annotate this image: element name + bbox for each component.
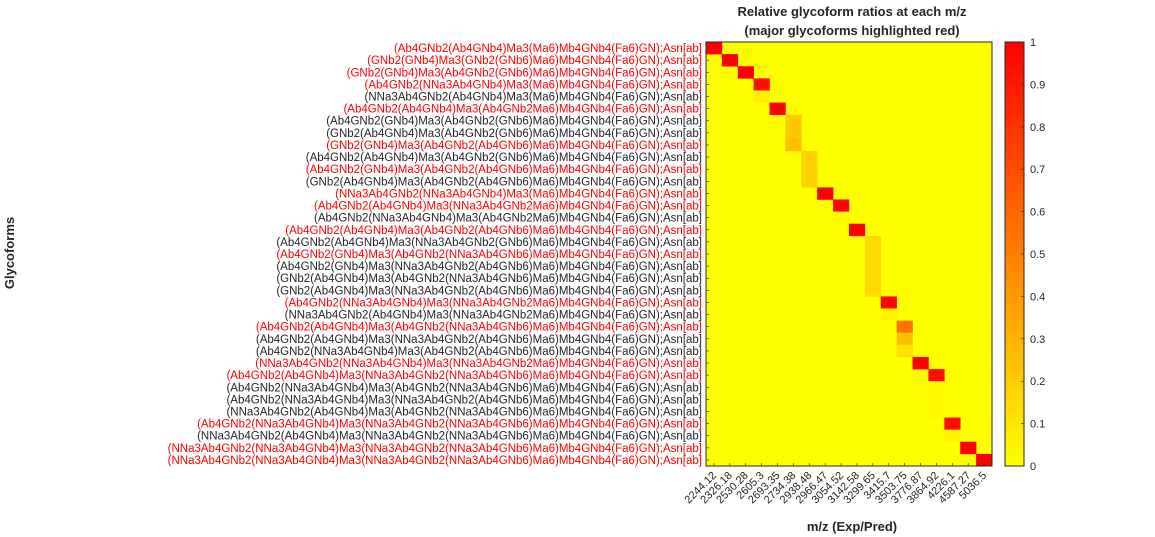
heatmap-cell <box>817 187 834 200</box>
heatmap-cell <box>801 151 818 164</box>
x-tick-labels: 2244.122326.182530.282605.32693.352734.3… <box>682 463 989 506</box>
y-tick-label: (NNa3Ab4GNb2(Ab4GNb4)Ma3(Ma6)Mb4GNb4(Fa6… <box>365 92 702 104</box>
y-tick-label: (NNa3Ab4GNb2(NNa3Ab4GNb4)Ma3(NNa3Ab4GNb2… <box>168 455 702 467</box>
y-tick-label: (Ab4GNb2(GNb4)Ma3(Ab4GNb2(NNa3Ab4GNb6)Ma… <box>276 249 702 261</box>
chart-title: Relative glycoform ratios at each m/z <box>737 4 967 19</box>
heatmap-cell <box>928 369 945 382</box>
heatmap-cell <box>896 344 913 358</box>
y-axis-title: Glycoforms <box>2 217 17 289</box>
colorbar-tick-label: 0.7 <box>1030 164 1045 176</box>
y-tick-label: (NNa3Ab4GNb2(NNa3Ab4GNb4)Ma3(NNa3Ab4GNb2… <box>255 358 702 370</box>
y-tick-label: (Ab4GNb2(Ab4GNb4)Ma3(Ab4GNb2Ma6)Mb4GNb4(… <box>343 104 702 116</box>
heatmap-cell <box>944 429 961 443</box>
heatmap-cell <box>880 296 897 309</box>
heatmap-cell <box>721 54 739 67</box>
heatmap-cell <box>785 126 802 140</box>
y-tick-label: (Ab4GNb2(Ab4GNb4)Ma3(Ma6)Mb4GNb4(Fa6)GN)… <box>394 43 702 55</box>
colorbar-tick-label: 0.8 <box>1030 122 1045 134</box>
heatmap-cell <box>928 405 945 418</box>
heatmap-cell <box>769 102 786 115</box>
y-tick-label: (Ab4GNb2(NNa3Ab4GNb4)Ma3(NNa3Ab4GNb2(Ab4… <box>226 394 702 406</box>
y-tick-label: (Ab4GNb2(Ab4GNb4)Ma3(Ab4GNb2(Ab4GNb6)Ma6… <box>285 225 702 237</box>
y-tick-label: (NNa3Ab4GNb2(NNa3Ab4GNb4)Ma3(Ma6)Mb4GNb4… <box>335 188 702 200</box>
heatmap-cell <box>785 114 802 128</box>
y-tick-label: (Ab4GNb2(Ab4GNb4)Ma3(NNa3Ab4GNb2Ma6)Mb4G… <box>314 201 702 213</box>
y-tick-label: (Ab4GNb2(GNb4)Ma3(Ab4GNb2(Ab4GNb6)Ma6)Mb… <box>306 164 702 176</box>
heatmap-cell <box>864 247 882 261</box>
y-tick-label: (Ab4GNb2(Ab4GNb4)Ma3(Ab4GNb2(GNb6)Ma6)Mb… <box>306 152 702 164</box>
plot-frame <box>705 41 993 467</box>
heatmap-cell <box>864 272 882 285</box>
heatmap-cell <box>880 308 897 321</box>
heatmap-background <box>706 42 992 466</box>
x-axis-title: m/z (Exp/Pred) <box>807 519 897 534</box>
heatmap-cell <box>833 199 850 212</box>
y-tick-label: (Ab4GNb2(NNa3Ab4GNb4)Ma3(Ab4GNb2Ma6)Mb4G… <box>314 213 702 225</box>
heatmap-cell <box>864 235 882 249</box>
colorbar-tick-label: 0.1 <box>1030 419 1045 431</box>
heatmap-cell <box>896 320 913 334</box>
colorbar-tick-label: 0.9 <box>1030 79 1045 91</box>
y-tick-label: (Ab4GNb2(GNb4)Ma3(NNa3Ab4GNb2(Ab4GNb6)Ma… <box>276 261 702 273</box>
heatmap-cell <box>976 453 993 467</box>
colorbar-tick-label: 0.5 <box>1030 249 1045 261</box>
heatmap-cell <box>944 417 961 430</box>
y-tick-label: (Ab4GNb2(GNb4)Ma3(Ab4GNb2(GNb6)Ma6)Mb4GN… <box>326 116 702 128</box>
y-tick-label: (GNb2(GNb4)Ma3(GNb2(GNb6)Ma6)Mb4GNb4(Fa6… <box>367 55 702 67</box>
y-tick-label: (Ab4GNb2(Ab4GNb4)Ma3(Ab4GNb2(NNa3Ab4GNb6… <box>256 322 702 334</box>
heatmap-cell <box>737 66 754 79</box>
y-tick-label: (NNa3Ab4GNb2(NNa3Ab4GNb4)Ma3(NNa3Ab4GNb2… <box>168 443 702 455</box>
heatmap-cells <box>706 42 993 467</box>
heatmap-cell <box>753 78 770 91</box>
heatmap-cell <box>706 42 723 55</box>
y-tick-labels: (Ab4GNb2(Ab4GNb4)Ma3(Ma6)Mb4GNb4(Fa6)GN)… <box>168 43 709 467</box>
heatmap-cell <box>864 260 882 273</box>
y-tick-label: (NNa3Ab4GNb2(Ab4GNb4)Ma3(NNa3Ab4GNb2Ma6)… <box>285 310 702 322</box>
heatmap-cell <box>801 163 818 176</box>
y-tick-label: (Ab4GNb2(Ab4GNb4)Ma3(NNa3Ab4GNb2(GNb6)Ma… <box>276 237 702 249</box>
heatmap-cell <box>833 211 850 225</box>
heatmap-cell <box>801 175 818 188</box>
heatmap-cell <box>785 138 802 152</box>
colorbar-tick-label: 0.2 <box>1030 376 1045 388</box>
y-tick-label: (Ab4GNb2(Ab4GNb4)Ma3(NNa3Ab4GNb2(NNa3Ab4… <box>226 370 702 382</box>
y-tick-label: (GNb2(GNb4)Ma3(Ab4GNb2(GNb6)Ma6)Mb4GNb4(… <box>347 67 702 79</box>
y-tick-label: (Ab4GNb2(NNa3Ab4GNb4)Ma3(NNa3Ab4GNb2(NNa… <box>197 419 702 431</box>
y-tick-label: (NNa3Ab4GNb2(Ab4GNb4)Ma3(Ab4GNb2(NNa3Ab4… <box>226 406 702 418</box>
y-tick-label: (Ab4GNb2(Ab4GNb4)Ma3(NNa3Ab4GNb2(Ab4GNb6… <box>256 334 702 346</box>
heatmap-cell <box>753 90 770 103</box>
y-tick-label: (GNb2(Ab4GNb4)Ma3(Ab4GNb2(NNa3Ab4GNb6)Ma… <box>276 273 702 285</box>
y-tick-label: (Ab4GNb2(NNa3Ab4GNb4)Ma3(Ma6)Mb4GNb4(Fa6… <box>365 79 702 91</box>
heatmap-cell <box>928 381 945 394</box>
colorbar-tick-label: 0.4 <box>1030 291 1045 303</box>
heatmap-cell <box>960 441 977 455</box>
heatmap-cell <box>849 223 866 237</box>
heatmap-cell <box>928 393 945 406</box>
y-tick-label: (Ab4GNb2(NNa3Ab4GNb4)Ma3(Ab4GNb2(Ab4GNb6… <box>256 346 702 358</box>
y-tick-label: (Ab4GNb2(NNa3Ab4GNb4)Ma3(NNa3Ab4GNb2Ma6)… <box>285 297 702 309</box>
y-tick-label: (GNb2(Ab4GNb4)Ma3(Ab4GNb2(GNb6)Ma6)Mb4GN… <box>326 128 702 140</box>
y-tick-label: (NNa3Ab4GNb2(Ab4GNb4)Ma3(NNa3Ab4GNb2(NNa… <box>197 431 702 443</box>
heatmap-cell <box>896 332 913 346</box>
colorbar-ticks: 0 0.1 0.2 0.3 0.4 0.5 0.6 0.7 0.8 0.9 1 <box>1021 37 1045 473</box>
colorbar-tick-label: 1 <box>1030 37 1036 49</box>
heatmap-cell <box>864 284 882 297</box>
heatmap-cell <box>912 356 929 370</box>
y-tick-label: (GNb2(Ab4GNb4)Ma3(NNa3Ab4GNb2(Ab4GNb6)Ma… <box>276 285 702 297</box>
y-tick-label: (Ab4GNb2(NNa3Ab4GNb4)Ma3(Ab4GNb2(NNa3Ab4… <box>226 382 702 394</box>
colorbar-tick-label: 0.3 <box>1030 334 1045 346</box>
colorbar-tick-label: 0.6 <box>1030 207 1045 219</box>
y-tick-label: (GNb2(GNb4)Ma3(Ab4GNb2(Ab4GNb6)Ma6)Mb4GN… <box>326 140 702 152</box>
y-tick-label: (GNb2(Ab4GNb4)Ma3(Ab4GNb2(Ab4GNb6)Ma6)Mb… <box>306 176 702 188</box>
colorbar-tick-label: 0 <box>1030 461 1036 473</box>
chart-subtitle: (major glycoforms highlighted red) <box>744 23 959 38</box>
